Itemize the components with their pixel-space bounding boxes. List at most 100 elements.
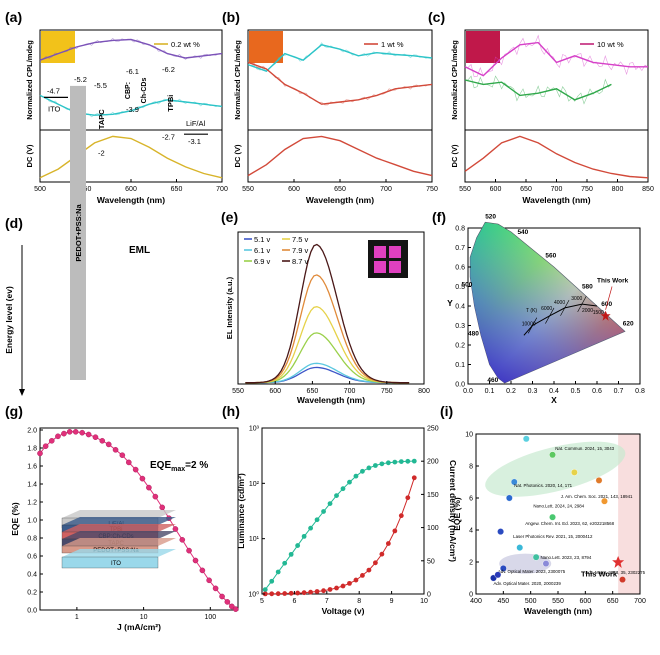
device-pixel	[389, 261, 401, 273]
x-tick-label: 0.8	[635, 388, 645, 395]
luminance-point	[327, 501, 333, 507]
x-tick-label: 10	[140, 614, 148, 621]
cct-label: 6000	[541, 306, 552, 312]
panel-label-h: (h)	[222, 403, 240, 419]
tpbi-top-value: -2.7	[162, 132, 175, 141]
panel-h: 5 6 7 8 9 10 10⁰ 10¹ 10² 10³ 0 50 100 150 200 250 Voltag…	[236, 426, 458, 617]
luminance-point	[288, 551, 294, 557]
cbp-label: CBP:	[125, 82, 132, 99]
legend-label: 10 wt %	[597, 40, 624, 49]
x-tick-label: 750	[581, 186, 593, 193]
lif-label: LiF/Al	[186, 119, 206, 128]
cpl-smoothed-curve	[39, 38, 223, 61]
luminance-point	[275, 569, 281, 575]
y-tick-label: 10	[465, 432, 473, 439]
panel-e: 5.1 v 6.1 v 6.9 v 7.5 v 7.9 v 8.7 v 550 600 650 7…	[225, 231, 430, 405]
eqe-point	[192, 557, 199, 564]
current-density-point	[340, 583, 346, 589]
literature-point	[549, 513, 556, 521]
luminance-point	[405, 458, 411, 464]
x-tick-label: 500	[34, 186, 46, 193]
tpbi-bottom-value: -6.2	[162, 65, 175, 74]
panel-f: 520540560580600620500480460T (K)10000600…	[447, 213, 645, 405]
chcds-label: Ch-CDs	[141, 78, 148, 104]
x-tick-label: 7	[325, 598, 329, 605]
eqe-point	[37, 450, 43, 457]
eqe-point	[42, 443, 49, 450]
y-tick-label-right: 250	[427, 426, 439, 433]
luminance-point	[269, 578, 275, 584]
luminance-point	[360, 468, 365, 474]
stack-layer-top	[62, 524, 176, 532]
x-tick-label: 750	[426, 186, 438, 193]
dc-curve	[464, 135, 649, 179]
current-density-point	[308, 589, 313, 595]
eqe-max-tail: =2 %	[185, 460, 208, 471]
y-tick-label: 6	[469, 496, 473, 503]
cpl-smoothed-curve	[464, 79, 612, 101]
panel-label-e: (e)	[221, 209, 238, 225]
current-density-point	[347, 580, 352, 586]
y-axis-label-cpl: Normalized CPL/mdeg	[233, 40, 242, 120]
eqe-point	[119, 452, 126, 459]
dc-curve	[247, 135, 433, 177]
eml-bottom-value: -6.1	[126, 67, 139, 76]
x-tick-label: 5	[260, 598, 264, 605]
x-tick-label: 550	[242, 186, 254, 193]
current-density-point	[366, 567, 372, 573]
x-tick-label: 600	[125, 186, 137, 193]
cct-label: 3000	[571, 296, 582, 302]
y-tick-label-left: 10¹	[249, 536, 260, 543]
luminance-point	[379, 461, 385, 467]
locus-wavelength-label: 500	[462, 282, 473, 289]
device-pixel	[374, 246, 386, 258]
current-density-point	[405, 495, 411, 501]
lif-level-value: -3.1	[188, 137, 201, 146]
y-tick-label-left: 10²	[249, 481, 260, 488]
x-tick-label: 700	[216, 186, 228, 193]
y-tick-label: 0.6	[27, 554, 37, 561]
eqe-point	[92, 434, 99, 441]
literature-label: Adv. Optical Mater. 2020, 2000239	[493, 581, 561, 586]
x-tick-label: 0.6	[592, 388, 602, 395]
ito-level-value: -4.7	[47, 86, 60, 95]
x-tick-label: 550	[232, 388, 244, 395]
cpl-smoothed-curve	[247, 61, 433, 105]
luminance-point	[334, 493, 339, 499]
y-tick-label: 2.0	[27, 428, 37, 435]
current-density-point	[262, 591, 268, 597]
stack-layer	[61, 556, 159, 569]
current-density-point	[385, 541, 391, 546]
legend-label: 0.2 wt %	[171, 40, 200, 49]
y-tick-label: 1.4	[27, 482, 37, 489]
panel-label-f: (f)	[432, 209, 446, 225]
literature-point	[505, 494, 513, 502]
x-tick-label: 700	[634, 598, 646, 605]
y-tick-label-left: 10⁰	[248, 591, 259, 599]
tapc-label: TAPC	[97, 109, 106, 129]
x-tick-label: 700	[344, 388, 356, 395]
locus-wavelength-label: 580	[582, 283, 593, 290]
tapc-top-value: -2	[98, 149, 105, 158]
x-axis-label: Voltage (v)	[322, 606, 365, 616]
y-axis-label: EQE (%)	[10, 502, 20, 536]
panel-label-c: (c)	[428, 9, 445, 25]
x-tick-label: 750	[381, 388, 393, 395]
luminance-point	[295, 543, 301, 548]
x-axis-label: Wavelength (nm)	[97, 195, 165, 205]
eqe-point	[152, 493, 159, 500]
eml-label: EML	[129, 245, 150, 256]
plot-frame	[237, 231, 425, 385]
legend-label: 1 wt %	[381, 40, 404, 49]
x-tick-label: 600	[490, 186, 502, 193]
x-tick-label: 700	[551, 186, 563, 193]
locus-wavelength-label: 520	[485, 213, 496, 220]
luminance-point	[385, 460, 391, 466]
x-tick-label: 800	[418, 388, 430, 395]
locus-wavelength-label: 480	[468, 330, 479, 337]
x-axis-label: J (mA/cm²)	[117, 622, 161, 632]
literature-point	[601, 497, 608, 505]
y-axis-label-left: Luminance (cd/m²)	[236, 473, 246, 549]
legend-label: 5.1 v	[254, 235, 271, 244]
tpbi-label: TPBi	[166, 95, 175, 112]
